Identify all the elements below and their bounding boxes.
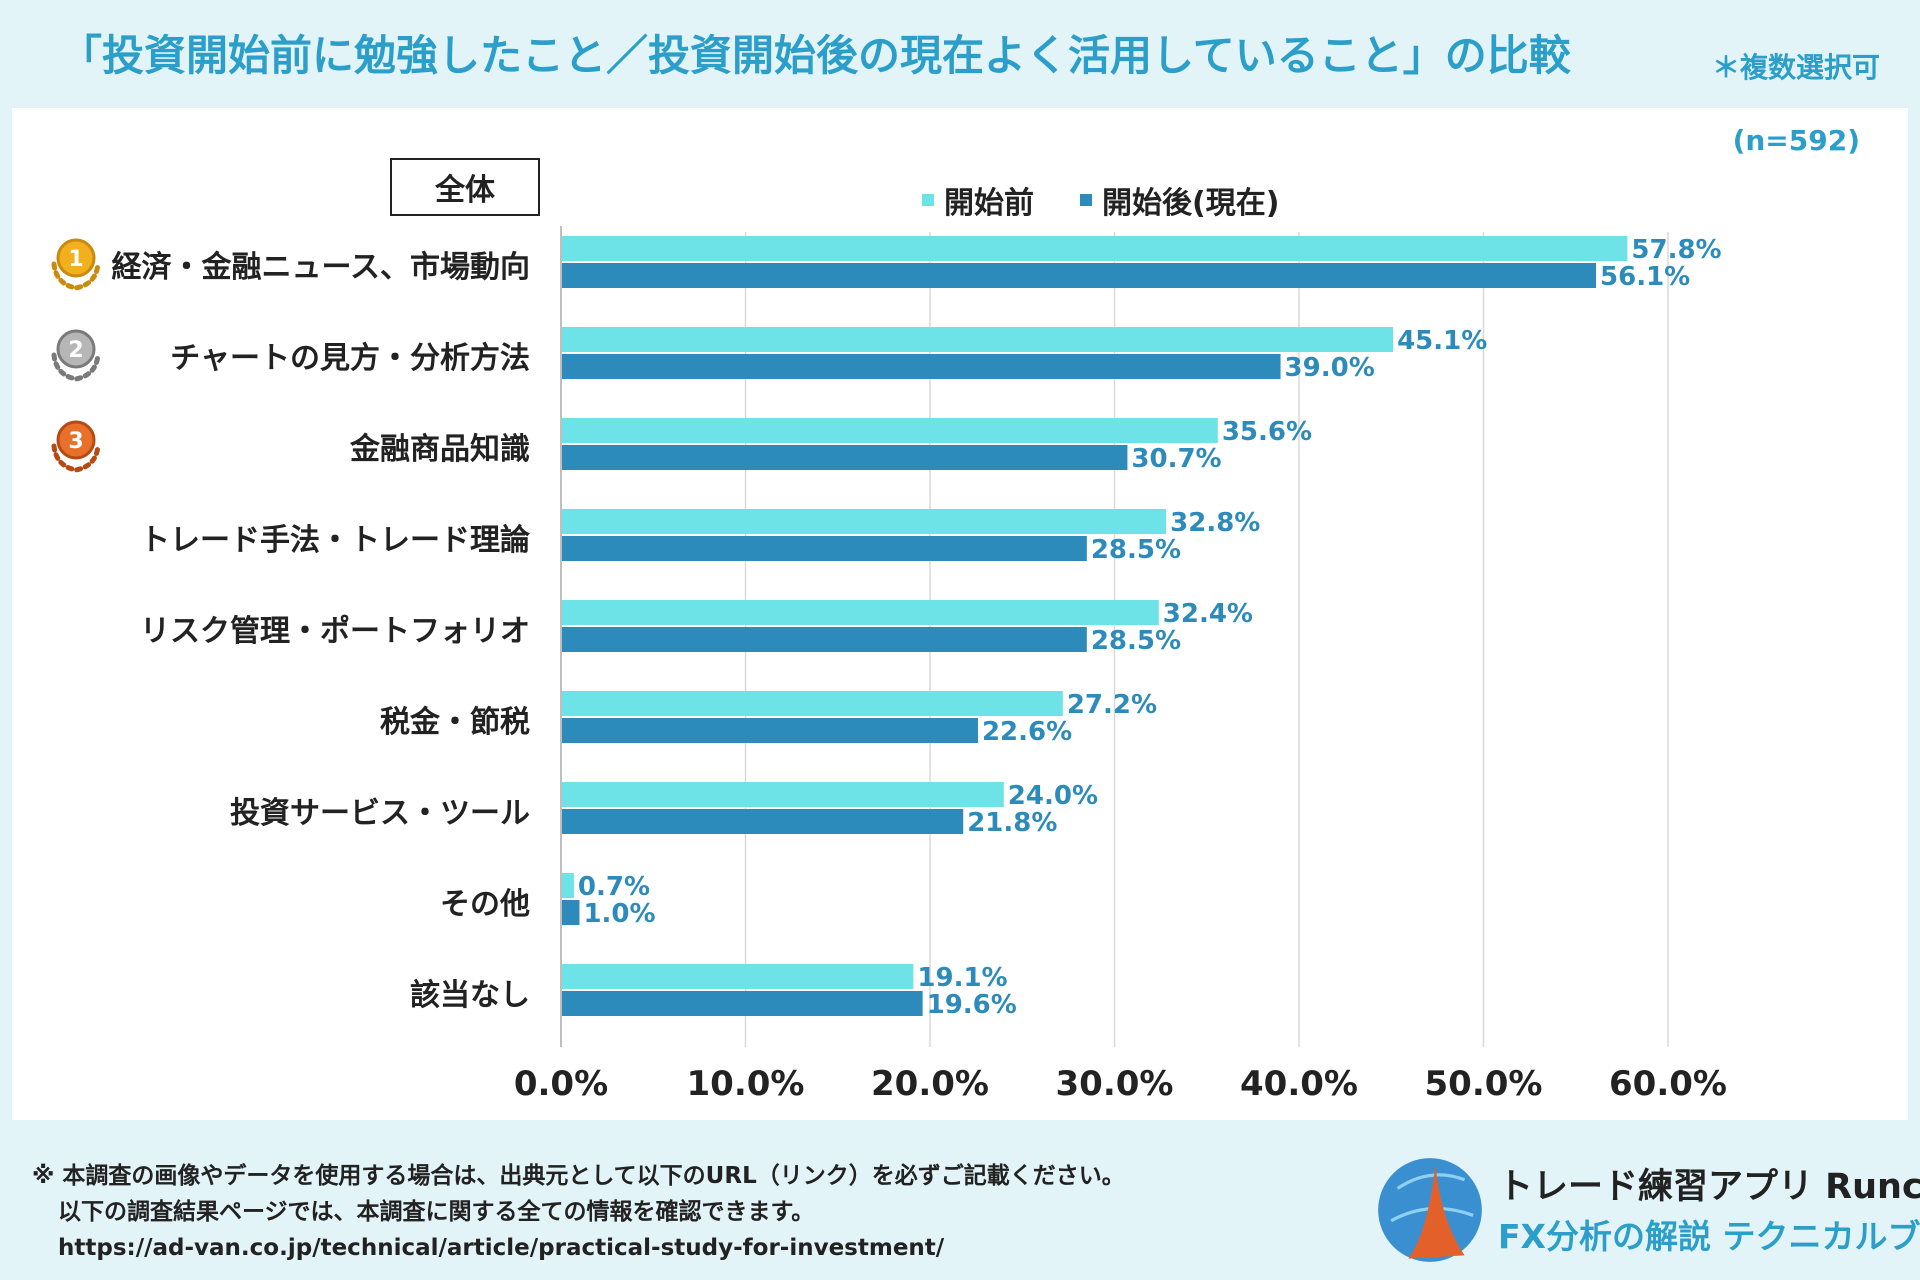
segment-badge: 全体	[390, 158, 540, 216]
category-label: 税金・節税	[380, 705, 530, 740]
bar	[562, 627, 1087, 652]
bar	[562, 236, 1628, 261]
bar	[562, 718, 978, 743]
data-label: 21.8%	[967, 808, 1057, 838]
sample-size: (n=592)	[1732, 124, 1860, 157]
data-label: 24.0%	[1008, 781, 1098, 811]
bar	[562, 782, 1004, 807]
data-label: 35.6%	[1222, 417, 1312, 447]
bar	[562, 691, 1063, 716]
x-tick-label: 60.0%	[1609, 1064, 1727, 1104]
data-label: 57.8%	[1631, 235, 1721, 265]
bar	[562, 418, 1218, 443]
bar	[562, 263, 1597, 288]
bar	[562, 900, 580, 925]
rank-medal-icon: 1	[44, 230, 108, 294]
bar	[562, 873, 574, 898]
legend-swatch-before	[922, 194, 934, 206]
bar	[562, 536, 1087, 561]
data-label: 28.5%	[1091, 535, 1181, 565]
data-label: 56.1%	[1600, 262, 1690, 292]
bar	[562, 964, 914, 989]
data-label: 45.1%	[1397, 326, 1487, 356]
data-label: 32.4%	[1163, 599, 1253, 629]
bar	[562, 445, 1128, 470]
bar	[562, 991, 923, 1016]
x-tick-label: 40.0%	[1240, 1064, 1358, 1104]
data-label: 1.0%	[583, 899, 655, 929]
chart-title: 「投資開始前に勉強したこと／投資開始後の現在よく活用していること」の比較	[60, 31, 1571, 80]
legend-swatch-after	[1080, 194, 1092, 206]
data-label: 28.5%	[1091, 626, 1181, 656]
rank-medal-icon: 2	[44, 321, 108, 385]
category-label: その他	[440, 887, 530, 922]
footer-line-1: ※ 本調査の画像やデータを使用する場合は、出典元として以下のURL（リンク）を必…	[32, 1163, 1125, 1189]
bar	[562, 354, 1281, 379]
bar	[562, 327, 1394, 352]
runcha-logo-icon	[1378, 1158, 1482, 1262]
svg-text:2: 2	[68, 338, 83, 363]
legend: 開始前 開始後(現在)	[922, 178, 1279, 222]
legend-item-before: 開始前	[922, 178, 1034, 222]
legend-item-after: 開始後(現在)	[1080, 178, 1279, 222]
data-label: 32.8%	[1170, 508, 1260, 538]
svg-text:3: 3	[68, 429, 83, 454]
category-label: トレード手法・トレード理論	[140, 523, 530, 558]
data-label: 19.1%	[917, 963, 1007, 993]
category-label: 該当なし	[410, 978, 530, 1013]
rank-medal-icon: 3	[44, 412, 108, 476]
brand-tagline: FX分析の解説 テクニカルブック	[1498, 1217, 1920, 1256]
svg-text:1: 1	[68, 247, 83, 272]
multiple-choice-note: ＊複数選択可	[1711, 51, 1880, 84]
bar	[562, 600, 1159, 625]
data-label: 0.7%	[578, 872, 650, 902]
data-label: 39.0%	[1285, 353, 1375, 383]
bar	[562, 509, 1167, 534]
footer-url[interactable]: https://ad-van.co.jp/technical/article/p…	[58, 1235, 945, 1261]
footer-line-2: 以下の調査結果ページでは、本調査に関する全ての情報を確認できます。	[58, 1199, 815, 1225]
category-label: 投資サービス・ツール	[230, 796, 530, 831]
category-label: リスク管理・ポートフォリオ	[140, 614, 530, 649]
x-tick-label: 0.0%	[514, 1064, 608, 1104]
legend-label-before: 開始前	[944, 186, 1034, 221]
data-label: 19.6%	[927, 990, 1017, 1020]
x-tick-label: 50.0%	[1425, 1064, 1543, 1104]
x-tick-label: 20.0%	[871, 1064, 989, 1104]
bar	[562, 809, 964, 834]
brand-name: トレード練習アプリ Runcha	[1498, 1167, 1920, 1207]
category-label: チャートの見方・分析方法	[170, 341, 530, 376]
data-label: 30.7%	[1131, 444, 1221, 474]
x-tick-label: 30.0%	[1056, 1064, 1174, 1104]
data-label: 22.6%	[982, 717, 1072, 747]
legend-label-after: 開始後(現在)	[1102, 186, 1280, 221]
x-tick-label: 10.0%	[687, 1064, 805, 1104]
data-label: 27.2%	[1067, 690, 1157, 720]
category-label: 金融商品知識	[350, 432, 530, 467]
footer-note: ※ 本調査の画像やデータを使用する場合は、出典元として以下のURL（リンク）を必…	[32, 1158, 1125, 1266]
category-label: 経済・金融ニュース、市場動向	[111, 250, 531, 285]
